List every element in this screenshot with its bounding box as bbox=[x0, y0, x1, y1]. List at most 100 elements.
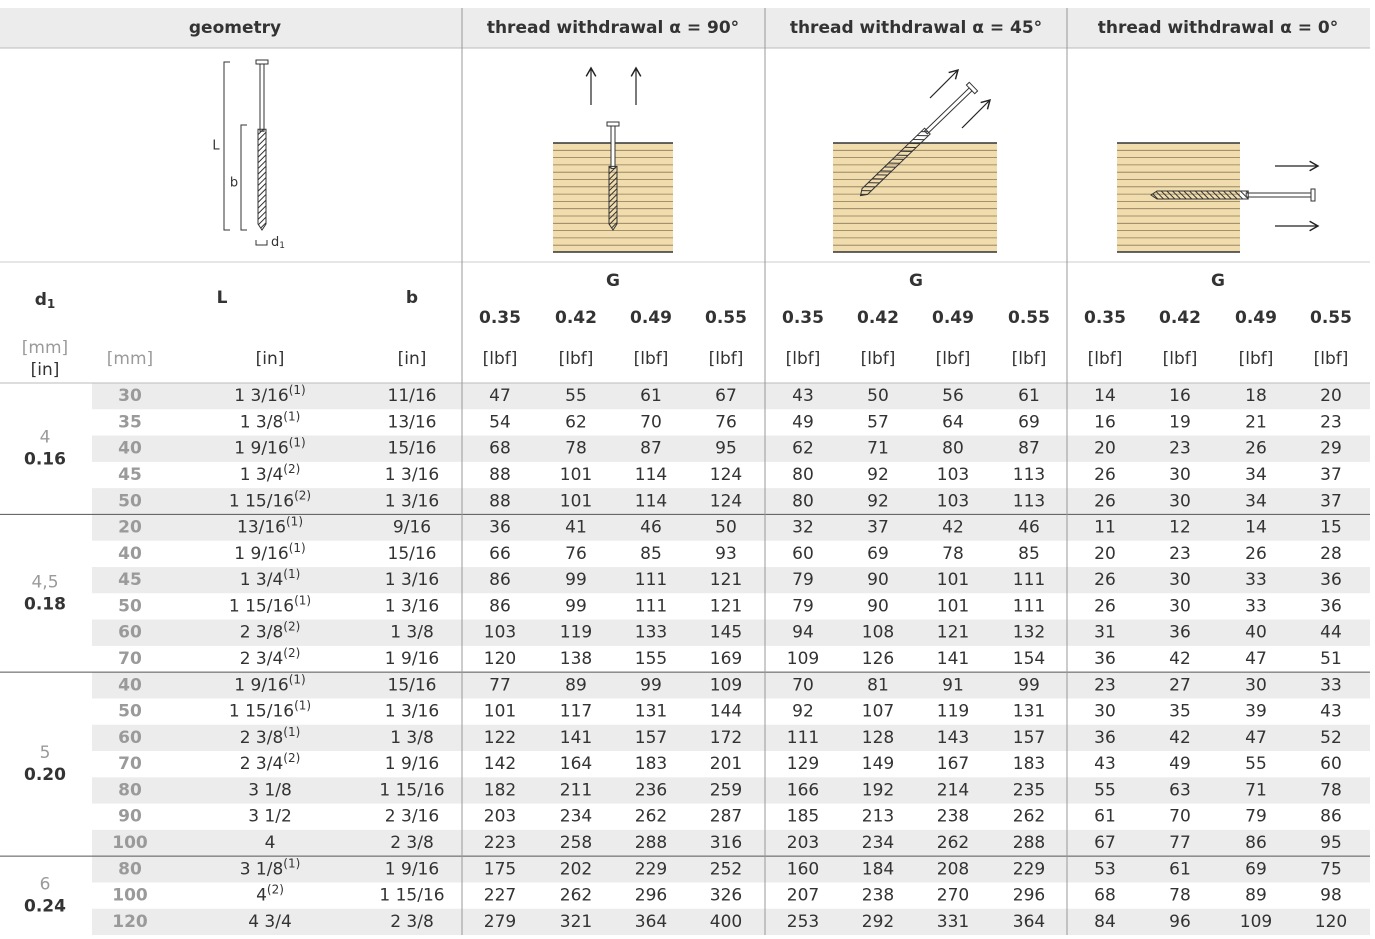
header: thread withdrawal α = 0° bbox=[1098, 18, 1339, 38]
cell: 45 bbox=[118, 465, 142, 485]
cell: 43 bbox=[792, 386, 814, 406]
cell: 89 bbox=[565, 675, 587, 695]
cell: 253 bbox=[787, 912, 819, 932]
cell: 124 bbox=[710, 465, 742, 485]
cell: 66 bbox=[489, 544, 511, 564]
cell: 2 3/8(2) bbox=[240, 619, 301, 643]
cell: 288 bbox=[1013, 833, 1045, 853]
d-mm: 6 bbox=[40, 875, 51, 895]
cell: 1 3/16 bbox=[385, 570, 439, 590]
cell: 92 bbox=[867, 491, 889, 511]
cell: 70 bbox=[118, 649, 142, 669]
cell: 55 bbox=[565, 386, 587, 406]
cell: 145 bbox=[710, 623, 742, 643]
unit: [lbf] bbox=[709, 349, 744, 369]
cell: 4 3/4 bbox=[248, 912, 292, 932]
unit: [lbf] bbox=[483, 349, 518, 369]
cell: 81 bbox=[867, 675, 889, 695]
cell: 69 bbox=[1018, 412, 1040, 432]
cell: 30 bbox=[1169, 465, 1191, 485]
cell: 132 bbox=[1013, 623, 1045, 643]
screw bbox=[606, 121, 620, 231]
cell: 1 9/16(1) bbox=[234, 540, 305, 564]
footnote: (1) bbox=[283, 567, 300, 581]
cell: 1 9/16(1) bbox=[234, 672, 305, 696]
column-header: 1 bbox=[47, 297, 55, 311]
cell: 30 bbox=[1169, 570, 1191, 590]
cell: 46 bbox=[1018, 518, 1040, 538]
cell: 113 bbox=[1013, 465, 1045, 485]
screw-shank bbox=[1245, 192, 1312, 198]
row-bg bbox=[92, 908, 1370, 935]
cell: 12 bbox=[1169, 518, 1191, 538]
cell: 31 bbox=[1094, 623, 1116, 643]
cell: 15/16 bbox=[388, 544, 437, 564]
cell: 30 bbox=[1094, 702, 1116, 722]
cell: 77 bbox=[1169, 833, 1191, 853]
cell: 164 bbox=[560, 754, 592, 774]
cell: 175 bbox=[484, 859, 516, 879]
cell: 16 bbox=[1094, 412, 1116, 432]
cell: 32 bbox=[792, 518, 814, 538]
cell: 62 bbox=[792, 439, 814, 459]
cell: 155 bbox=[635, 649, 667, 669]
cell: 68 bbox=[489, 439, 511, 459]
cell: 79 bbox=[1245, 807, 1267, 827]
cell: 15 bbox=[1320, 518, 1342, 538]
g-value: 0.49 bbox=[1235, 308, 1277, 328]
cell: 92 bbox=[792, 702, 814, 722]
g-value: 0.55 bbox=[705, 308, 747, 328]
g-header: G bbox=[606, 271, 620, 291]
footnote: (1) bbox=[286, 514, 303, 528]
row-bg bbox=[92, 619, 1370, 646]
cell: 229 bbox=[635, 859, 667, 879]
cell: 1 3/16 bbox=[385, 596, 439, 616]
cell: 1 15/16 bbox=[229, 702, 294, 722]
cell: 26 bbox=[1094, 596, 1116, 616]
cell: 61 bbox=[640, 386, 662, 406]
cell: 103 bbox=[937, 465, 969, 485]
cell: 37 bbox=[867, 518, 889, 538]
cell: 109 bbox=[787, 649, 819, 669]
cell: 20 bbox=[1094, 439, 1116, 459]
cell: 60 bbox=[792, 544, 814, 564]
cell: 11/16 bbox=[388, 386, 437, 406]
cell: 262 bbox=[937, 833, 969, 853]
cell: 227 bbox=[484, 886, 516, 906]
cell: 61 bbox=[1018, 386, 1040, 406]
cell: 296 bbox=[635, 886, 667, 906]
cell: 30 bbox=[1169, 596, 1191, 616]
diagram-label: b bbox=[230, 176, 238, 191]
cell: 201 bbox=[710, 754, 742, 774]
cell: 120 bbox=[112, 912, 148, 932]
column-header: b bbox=[406, 288, 418, 308]
cell: 50 bbox=[118, 702, 142, 722]
cell: 108 bbox=[862, 623, 894, 643]
row-bg bbox=[92, 488, 1370, 515]
cell: 1 3/16 bbox=[385, 465, 439, 485]
cell: 42 bbox=[942, 518, 964, 538]
header: thread withdrawal α = 45° bbox=[790, 18, 1042, 38]
cell: 33 bbox=[1320, 675, 1342, 695]
d-in: 0.20 bbox=[24, 765, 66, 785]
cell: 141 bbox=[560, 728, 592, 748]
cell: 50 bbox=[118, 491, 142, 511]
cell: 69 bbox=[867, 544, 889, 564]
footnote: (1) bbox=[289, 435, 306, 449]
cell: 40 bbox=[1245, 623, 1267, 643]
cell: 33 bbox=[1245, 596, 1267, 616]
cell: 43 bbox=[1320, 702, 1342, 722]
cell: 331 bbox=[937, 912, 969, 932]
g-header: G bbox=[1211, 271, 1225, 291]
cell: 117 bbox=[560, 702, 592, 722]
g-header: G bbox=[909, 271, 923, 291]
footnote: (2) bbox=[283, 751, 300, 765]
cell: 61 bbox=[1169, 859, 1191, 879]
row-bg bbox=[92, 724, 1370, 751]
footnote: (1) bbox=[289, 672, 306, 686]
cell: 18 bbox=[1245, 386, 1267, 406]
d-in: 0.16 bbox=[24, 450, 66, 470]
cell: 143 bbox=[937, 728, 969, 748]
cell: 64 bbox=[942, 412, 964, 432]
cell: 213 bbox=[862, 807, 894, 827]
